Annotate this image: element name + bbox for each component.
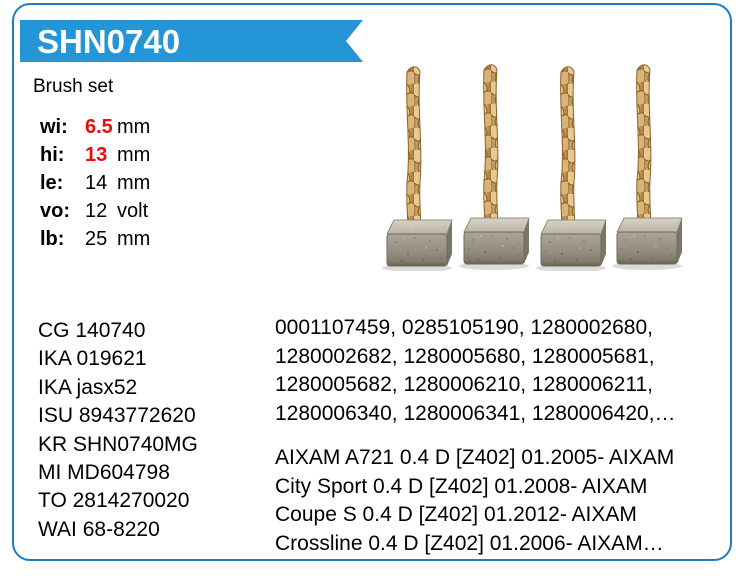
spec-value: 14 [85, 172, 108, 194]
cross-reference-item: CG 140740 [38, 319, 146, 342]
spec-unit: mm [117, 116, 151, 138]
cross-reference-item: MI MD604798 [38, 461, 170, 485]
specs-list: wi: 6.5 mm hi: 13 mm le: 14 mm vo: 12 vo… [40, 116, 150, 256]
spec-row: le: 14 mm [40, 172, 150, 200]
spec-value: 12 [85, 200, 108, 222]
spec-label: hi: [40, 144, 65, 166]
spec-value: 6.5 [85, 116, 113, 138]
spec-value: 13 [85, 144, 108, 166]
cross-reference-item: ISU 8943772620 [38, 404, 196, 428]
part-number: SHN0740 [37, 22, 181, 60]
cross-reference-item: IKA jasx52 [38, 375, 138, 399]
spec-row: lb: 25 mm [40, 228, 150, 256]
product-type-label: Brush set [33, 76, 114, 97]
spec-label: lb: [40, 228, 65, 250]
spec-label: le: [40, 172, 64, 194]
spec-row: wi: 6.5 mm [40, 116, 150, 144]
spec-unit: mm [117, 144, 151, 166]
product-photo [372, 56, 732, 273]
cross-reference-list: CG 140740 IKA 019621 IKA jasx52 ISU 8943772… [38, 317, 198, 544]
oem-numbers: 0001107459, 0285105190, 1280002680, 1280… [275, 316, 676, 425]
vehicle-applications: AIXAM A721 0.4 D [Z402] 01.2005- AIXAM C… [275, 446, 675, 555]
cross-reference-item: TO 2814270020 [38, 489, 190, 513]
cross-reference-item: KR SHN0740MG [38, 432, 198, 456]
brush-set-photo-icon [381, 64, 683, 273]
spec-unit: mm [117, 228, 151, 250]
spec-label: vo: [40, 200, 70, 222]
cross-reference-item: IKA 019621 [38, 347, 147, 371]
spec-unit: volt [117, 200, 149, 222]
brush-item [611, 64, 683, 271]
brush-item [381, 66, 453, 273]
page-border [12, 3, 732, 561]
spec-value: 25 [85, 228, 108, 250]
brush-item [535, 66, 607, 273]
spec-row: hi: 13 mm [40, 144, 150, 172]
part-number-banner: SHN0740 [20, 20, 363, 62]
cross-reference-item: WAI 68-8220 [38, 517, 160, 541]
spec-row: vo: 12 volt [40, 200, 150, 228]
spec-label: wi: [40, 116, 68, 138]
spec-unit: mm [117, 172, 151, 194]
brush-item [458, 64, 530, 271]
